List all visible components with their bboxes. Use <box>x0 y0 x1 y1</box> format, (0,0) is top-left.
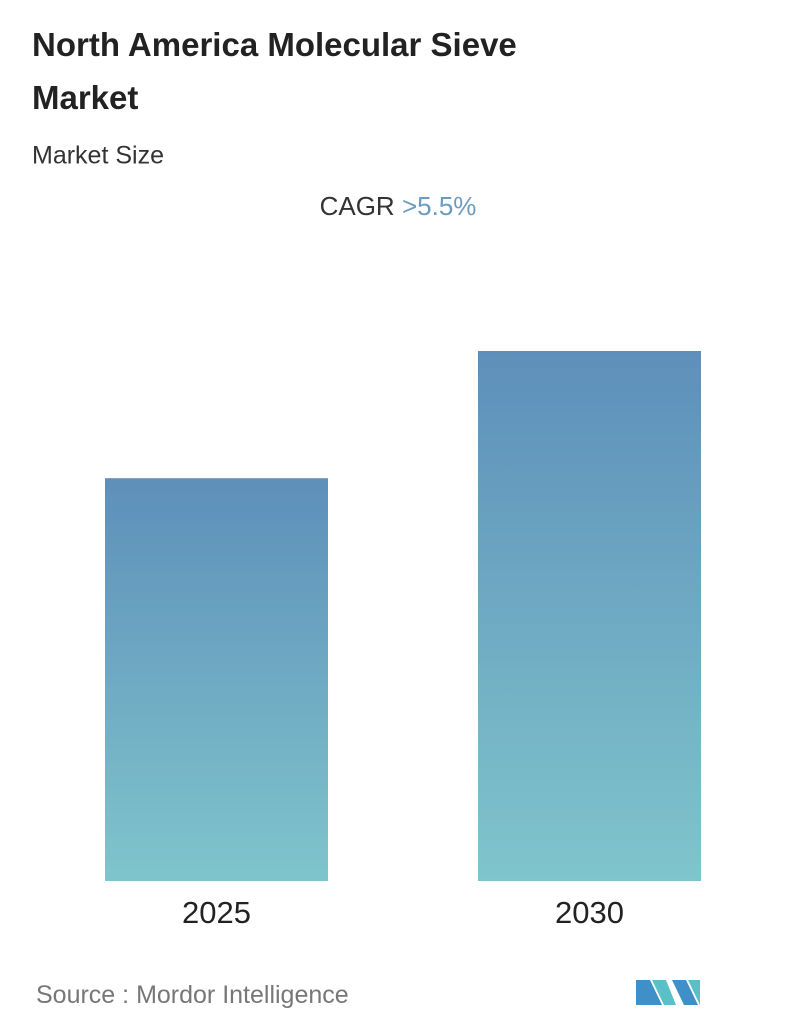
cagr-label: CAGR <box>320 191 395 221</box>
source-name: Mordor Intelligence <box>136 981 349 1009</box>
source: Source : Mordor Intelligence <box>36 981 349 1009</box>
chart-subtitle: Market Size <box>32 142 164 170</box>
x-tick-label: 2030 <box>555 895 624 930</box>
logo-shape <box>652 980 676 1005</box>
logo-shape <box>672 980 698 1005</box>
bar <box>105 478 328 881</box>
logo <box>636 980 700 1005</box>
logo-shape <box>688 980 700 1005</box>
x-tick-label: 2025 <box>182 895 251 930</box>
cagr-value: >5.5% <box>402 191 476 221</box>
logo-shape <box>636 980 662 1005</box>
cagr: CAGR >5.5% <box>320 191 477 221</box>
chart-title: North America Molecular Sieve Market <box>32 26 517 116</box>
source-label: Source : <box>36 981 129 1009</box>
bar <box>478 351 701 881</box>
